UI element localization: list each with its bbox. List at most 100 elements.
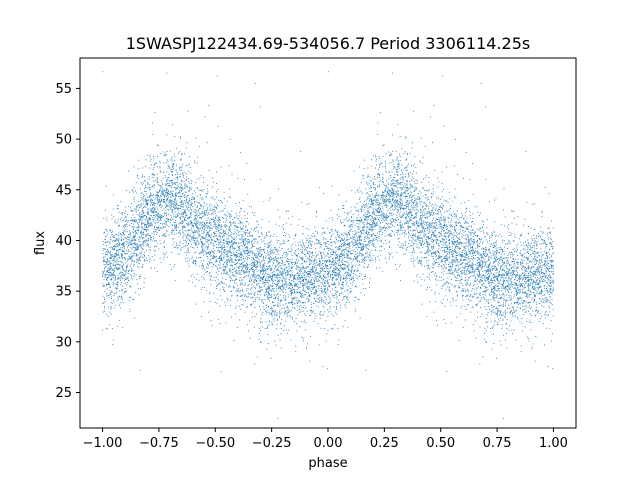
data-point <box>125 229 127 231</box>
data-point <box>254 265 256 267</box>
data-point <box>105 241 107 243</box>
data-point <box>137 249 139 251</box>
data-point <box>282 278 284 280</box>
data-point <box>325 285 327 287</box>
data-point <box>291 275 293 277</box>
data-point <box>235 233 237 235</box>
data-point <box>114 280 116 282</box>
data-point <box>316 265 318 267</box>
data-point <box>202 236 204 238</box>
data-point <box>185 203 187 205</box>
data-point <box>137 245 139 247</box>
data-point <box>253 238 255 240</box>
data-point <box>316 210 317 212</box>
data-point <box>291 302 293 304</box>
data-point <box>112 284 114 286</box>
data-point <box>214 221 215 223</box>
data-point <box>268 288 270 290</box>
data-point <box>272 285 274 287</box>
data-point <box>291 280 293 281</box>
data-point <box>193 231 195 233</box>
data-point <box>170 159 172 161</box>
data-point <box>279 277 280 279</box>
data-point <box>215 276 217 278</box>
data-point <box>315 289 317 290</box>
data-point <box>246 275 248 277</box>
data-point <box>291 266 293 268</box>
data-point <box>167 160 169 162</box>
data-point <box>321 258 323 259</box>
data-point <box>107 252 109 254</box>
data-point <box>142 237 144 239</box>
data-point <box>234 282 236 284</box>
data-point <box>323 227 325 229</box>
data-point <box>260 271 262 273</box>
data-point <box>202 221 204 223</box>
data-point <box>138 226 140 228</box>
data-point <box>265 243 267 245</box>
data-point <box>320 288 322 290</box>
data-point <box>292 243 294 245</box>
data-point <box>178 205 180 207</box>
data-point <box>300 257 302 259</box>
data-point <box>324 263 326 265</box>
data-point <box>173 241 175 243</box>
data-point <box>144 229 146 230</box>
data-point <box>321 234 323 236</box>
data-point <box>199 212 200 214</box>
data-point <box>198 223 200 225</box>
data-point <box>257 296 259 298</box>
data-point <box>290 339 292 341</box>
data-point <box>157 202 159 204</box>
data-point <box>210 251 212 253</box>
data-point <box>206 248 208 250</box>
data-point <box>240 309 242 310</box>
data-point <box>174 204 176 206</box>
data-point <box>260 277 261 279</box>
data-point <box>195 218 197 220</box>
data-point <box>326 333 328 335</box>
data-point <box>226 242 228 244</box>
data-point <box>153 259 155 261</box>
data-point <box>111 218 113 220</box>
data-point <box>208 227 210 229</box>
data-point <box>309 271 311 272</box>
data-point <box>238 218 240 220</box>
data-point <box>110 265 112 267</box>
data-point <box>246 266 248 268</box>
data-point <box>111 291 113 293</box>
data-point <box>142 266 144 267</box>
data-point <box>182 188 184 190</box>
data-point <box>190 221 192 222</box>
data-point <box>240 282 242 284</box>
data-point <box>270 250 272 251</box>
data-point <box>175 169 177 171</box>
data-point <box>181 186 183 188</box>
data-point <box>296 292 298 294</box>
data-point <box>173 164 175 166</box>
data-point <box>196 241 198 243</box>
data-point <box>179 168 181 170</box>
data-point <box>285 285 287 286</box>
data-point <box>114 278 116 279</box>
data-point <box>300 294 302 296</box>
data-point <box>167 192 169 194</box>
data-point <box>187 249 189 251</box>
data-point <box>108 274 110 276</box>
data-point <box>272 302 274 304</box>
data-point <box>239 248 241 250</box>
data-point <box>267 294 269 296</box>
data-point <box>266 282 268 283</box>
data-point <box>235 203 237 204</box>
data-point <box>235 260 237 262</box>
data-point <box>192 226 194 228</box>
data-point <box>258 279 260 281</box>
data-point <box>293 292 295 294</box>
data-point <box>116 268 118 269</box>
data-point <box>223 239 225 241</box>
data-point <box>221 248 223 250</box>
data-point <box>183 212 184 214</box>
data-point <box>255 276 257 278</box>
data-point <box>201 242 203 243</box>
data-point <box>109 247 111 249</box>
